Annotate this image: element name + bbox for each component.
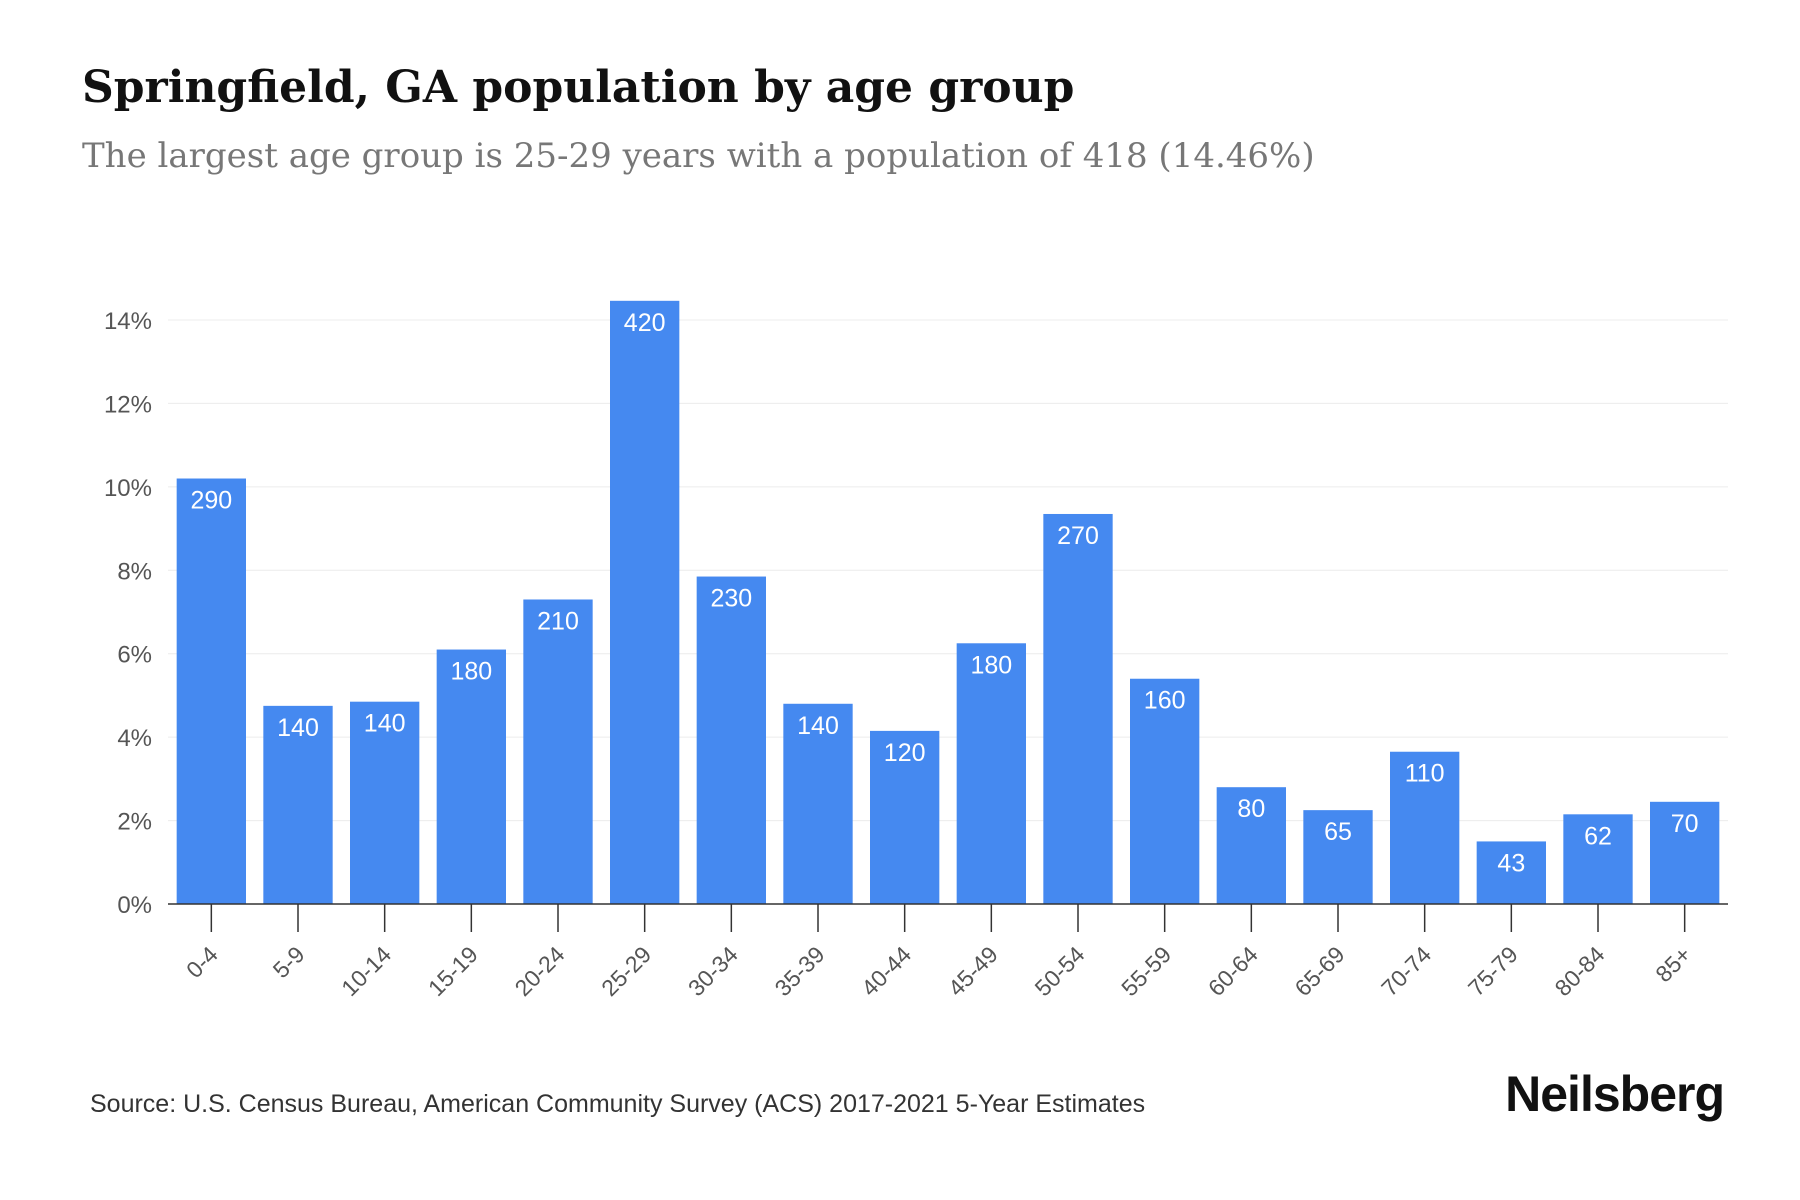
bar-60-64 bbox=[1216, 787, 1286, 904]
source-note: Source: U.S. Census Bureau, American Com… bbox=[90, 1090, 1146, 1118]
y-tick-label: 2% bbox=[117, 809, 152, 836]
bar-25-29 bbox=[610, 300, 680, 905]
bar-value-label: 70 bbox=[1671, 810, 1699, 838]
x-tick-label: 25-29 bbox=[596, 941, 656, 1001]
x-tick-label: 35-39 bbox=[770, 941, 830, 1001]
x-tick-label: 10-14 bbox=[336, 941, 396, 1001]
gridlines bbox=[168, 319, 1728, 822]
bar-value-label: 420 bbox=[624, 309, 666, 337]
bar-value-label: 140 bbox=[797, 712, 839, 740]
bar-80-84 bbox=[1563, 814, 1633, 904]
y-tick-label: 10% bbox=[104, 475, 152, 502]
bars: 290 140 140 180 210 420 230 140 120 180 270 160 80 65… bbox=[176, 300, 1720, 905]
bar-5-9 bbox=[263, 705, 333, 904]
bar-65-69 bbox=[1303, 810, 1373, 904]
x-ticks bbox=[210, 904, 1686, 932]
x-tick-label: 40-44 bbox=[856, 941, 916, 1001]
x-tick-labels: 0-4 5-9 10-14 15-19 20-24 25-29 30-34 35-39 40-4… bbox=[181, 941, 1696, 1001]
bar-value-label: 180 bbox=[450, 658, 492, 686]
bar-value-label: 290 bbox=[190, 487, 232, 515]
bar-15-19 bbox=[436, 649, 506, 904]
x-tick-label: 45-49 bbox=[943, 941, 1003, 1001]
bar-0-4 bbox=[176, 478, 246, 904]
bar-50-54 bbox=[1043, 513, 1113, 904]
x-tick-label: 30-34 bbox=[683, 941, 743, 1001]
bar-20-24 bbox=[523, 599, 593, 904]
y-tick-label: 12% bbox=[104, 391, 152, 418]
bar-value-label: 110 bbox=[1405, 760, 1445, 788]
bar-value-label: 62 bbox=[1584, 822, 1612, 850]
x-tick-label: 50-54 bbox=[1030, 941, 1090, 1001]
bar-10-14 bbox=[350, 701, 420, 904]
y-tick-label: 14% bbox=[104, 308, 152, 335]
bar-value-label: 140 bbox=[364, 710, 406, 738]
bar-35-39 bbox=[783, 703, 853, 904]
brand-logo: Neilsberg bbox=[1505, 1066, 1725, 1122]
bar-45-49 bbox=[956, 643, 1026, 904]
x-tick-label: 20-24 bbox=[510, 941, 570, 1001]
x-tick-label: 15-19 bbox=[423, 941, 483, 1001]
bar-chart: 290 140 140 180 210 420 230 140 120 180 270 160 80 65… bbox=[104, 300, 1728, 1001]
x-tick-label: 80-84 bbox=[1550, 941, 1610, 1001]
bar-value-label: 230 bbox=[710, 585, 752, 613]
x-tick-label: 55-59 bbox=[1116, 941, 1176, 1001]
y-tick-label: 4% bbox=[117, 725, 152, 752]
bar-value-label: 210 bbox=[537, 607, 579, 635]
x-tick-label: 85+ bbox=[1650, 941, 1696, 987]
x-tick-label: 70-74 bbox=[1376, 941, 1436, 1001]
x-tick-label: 0-4 bbox=[181, 941, 223, 983]
bar-55-59 bbox=[1130, 678, 1200, 904]
x-tick-label: 60-64 bbox=[1203, 941, 1263, 1001]
y-tick-labels: 0% 2% 4% 6% 8% 10% 12% 14% bbox=[104, 308, 152, 919]
bar-value-label: 270 bbox=[1057, 522, 1099, 550]
bar-85+ bbox=[1650, 801, 1720, 904]
bar-value-label: 180 bbox=[970, 651, 1012, 679]
y-tick-label: 0% bbox=[117, 892, 152, 919]
bar-value-label: 140 bbox=[277, 714, 319, 742]
x-tick-label: 75-79 bbox=[1463, 941, 1523, 1001]
bar-value-label: 120 bbox=[884, 739, 926, 767]
bar-70-74 bbox=[1390, 751, 1460, 904]
bar-value-label: 65 bbox=[1324, 818, 1352, 846]
bar-75-79 bbox=[1476, 841, 1546, 904]
x-tick-label: 65-69 bbox=[1290, 941, 1350, 1001]
bar-value-label: 80 bbox=[1237, 795, 1265, 823]
x-tick-label: 5-9 bbox=[268, 941, 310, 983]
bar-value-label: 160 bbox=[1144, 687, 1186, 715]
chart-subtitle: The largest age group is 25-29 years wit… bbox=[82, 136, 1315, 176]
bar-30-34 bbox=[696, 576, 766, 904]
chart-title: Springfield, GA population by age group bbox=[82, 62, 1075, 113]
y-tick-label: 8% bbox=[117, 558, 152, 585]
bar-40-44 bbox=[870, 730, 940, 904]
y-tick-label: 6% bbox=[117, 642, 152, 669]
bar-value-label: 43 bbox=[1497, 849, 1525, 877]
